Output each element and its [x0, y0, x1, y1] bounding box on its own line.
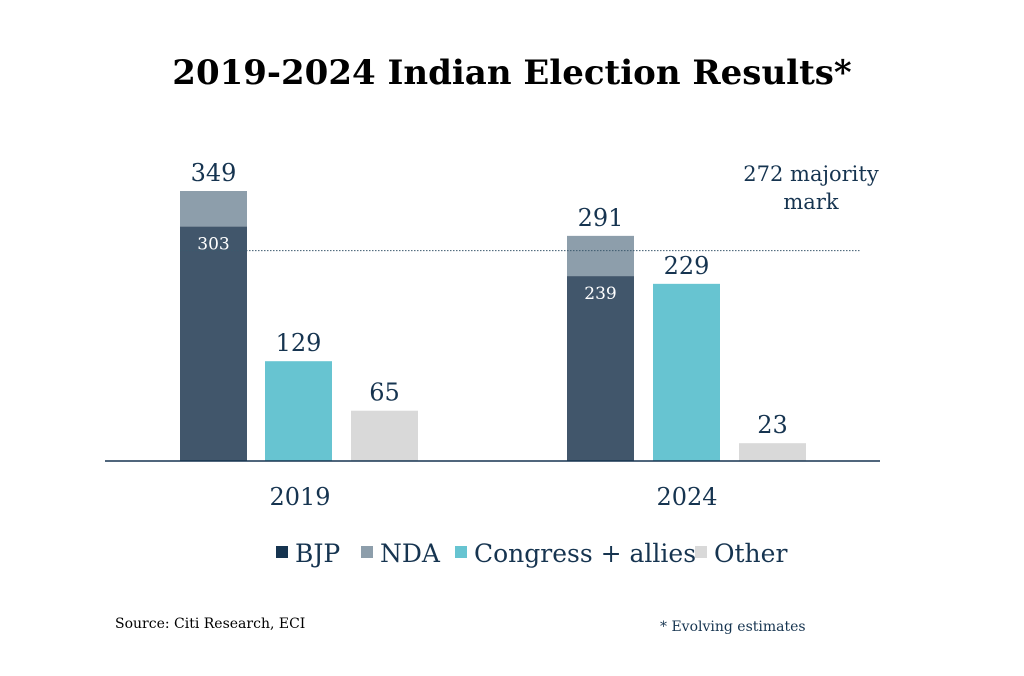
- legend: BJP NDA Congress + allies Other: [276, 539, 787, 568]
- value-label-2019-1: 129: [276, 329, 322, 357]
- category-label-2024: 2024: [656, 483, 717, 511]
- legend-label-3: Other: [714, 539, 787, 568]
- legend-swatch-2: [455, 546, 467, 558]
- value-label-2024-0: 291: [578, 204, 624, 232]
- legend-swatch-1: [361, 546, 373, 558]
- value-label-2019-2: 65: [369, 379, 400, 407]
- value-label-2024-2: 23: [757, 411, 788, 439]
- bar-congress-2019: [265, 361, 332, 461]
- bar-nda-2019: [180, 191, 247, 227]
- legend-label-1: NDA: [380, 539, 441, 568]
- value-label-2019-0: 349: [191, 159, 237, 187]
- majority-label-line1: 272 majority: [743, 162, 879, 186]
- majority-label-line2: mark: [783, 190, 838, 214]
- bar-congress-2024: [653, 283, 720, 461]
- bar-other-2019: [351, 410, 418, 461]
- legend-swatch-0: [276, 546, 288, 558]
- value-label-2024-1: 229: [664, 252, 710, 280]
- bar-bjp-2024: [567, 276, 634, 461]
- category-label-2019: 2019: [269, 483, 330, 511]
- estimate-note: * Evolving estimates: [660, 619, 806, 635]
- label-bjp-2019: 303: [197, 235, 229, 255]
- legend-label-0: BJP: [295, 539, 340, 568]
- label-bjp-2024: 239: [584, 284, 616, 304]
- bar-other-2024: [739, 443, 806, 461]
- bars-layer: 303 349 129 65 239 291 229 23: [180, 159, 860, 461]
- legend-label-2: Congress + allies: [474, 539, 696, 568]
- source-note: Source: Citi Research, ECI: [115, 616, 305, 632]
- bar-bjp-2019: [180, 226, 247, 461]
- bar-nda-2024: [567, 235, 634, 277]
- chart-title: 2019-2024 Indian Election Results*: [172, 53, 852, 93]
- legend-swatch-3: [695, 546, 707, 558]
